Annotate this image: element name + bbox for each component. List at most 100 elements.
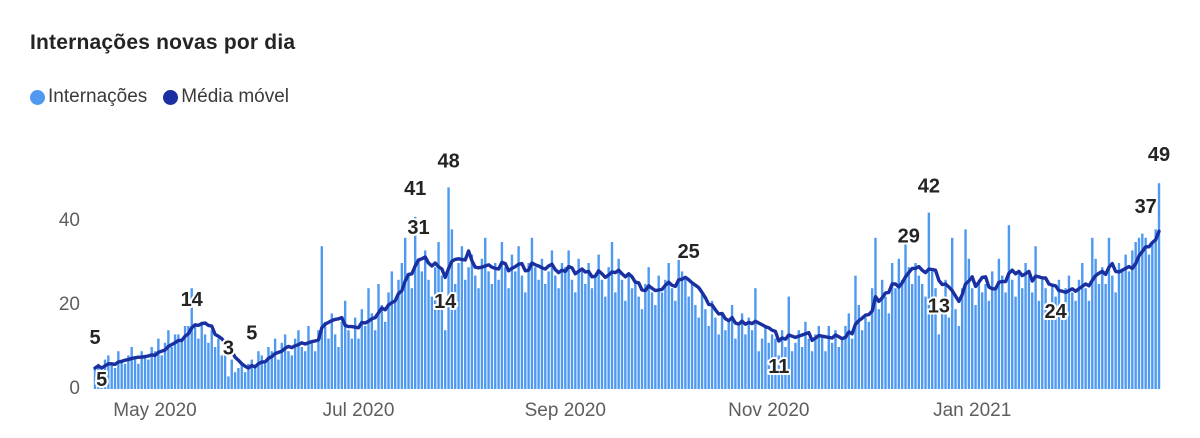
bar[interactable] xyxy=(233,372,237,389)
bar[interactable] xyxy=(830,342,834,389)
bar[interactable] xyxy=(457,263,460,389)
bar[interactable] xyxy=(160,355,163,389)
bar[interactable] xyxy=(1024,263,1027,389)
bar[interactable] xyxy=(747,317,750,389)
bar[interactable] xyxy=(1114,292,1117,389)
bar[interactable] xyxy=(857,305,861,389)
bar[interactable] xyxy=(347,330,350,389)
bar[interactable] xyxy=(303,351,307,389)
bar[interactable] xyxy=(697,317,700,389)
bar[interactable] xyxy=(153,351,157,389)
bar[interactable] xyxy=(817,326,820,389)
bar[interactable] xyxy=(610,242,614,389)
bar[interactable] xyxy=(880,279,884,389)
bar[interactable] xyxy=(1047,305,1051,389)
bar[interactable] xyxy=(130,347,133,389)
bar[interactable] xyxy=(514,271,517,389)
bar[interactable] xyxy=(1031,292,1034,389)
bar[interactable] xyxy=(884,296,887,389)
bar[interactable] xyxy=(267,347,270,389)
bar[interactable] xyxy=(634,279,637,389)
bar[interactable] xyxy=(527,263,530,389)
bar[interactable] xyxy=(1157,183,1161,389)
bar[interactable] xyxy=(1004,292,1007,389)
bar[interactable] xyxy=(994,288,997,389)
bar[interactable] xyxy=(260,355,263,389)
bar[interactable] xyxy=(427,279,430,389)
bar[interactable] xyxy=(507,288,510,389)
bar[interactable] xyxy=(907,267,911,389)
bar[interactable] xyxy=(694,305,697,389)
bar[interactable] xyxy=(180,338,183,389)
bar[interactable] xyxy=(353,317,357,389)
bar[interactable] xyxy=(1034,246,1037,389)
bar[interactable] xyxy=(837,347,840,389)
bar[interactable] xyxy=(263,363,267,389)
bar[interactable] xyxy=(754,288,757,389)
bar[interactable] xyxy=(230,359,233,389)
bar[interactable] xyxy=(730,305,734,389)
bar[interactable] xyxy=(987,300,991,389)
bar[interactable] xyxy=(787,296,790,389)
bar[interactable] xyxy=(157,338,160,389)
bar[interactable] xyxy=(797,330,800,389)
bar[interactable] xyxy=(337,347,340,389)
bar[interactable] xyxy=(967,258,971,389)
bar[interactable] xyxy=(530,237,534,389)
bar[interactable] xyxy=(971,288,974,389)
bar[interactable] xyxy=(1151,242,1154,389)
bar[interactable] xyxy=(567,250,570,389)
bar[interactable] xyxy=(647,267,650,389)
bar[interactable] xyxy=(467,267,470,389)
bar[interactable] xyxy=(1084,288,1087,389)
bar[interactable] xyxy=(1111,275,1114,389)
bar[interactable] xyxy=(140,351,143,389)
bar[interactable] xyxy=(890,263,894,389)
bar[interactable] xyxy=(277,359,280,389)
bar[interactable] xyxy=(764,326,767,389)
bar[interactable] xyxy=(547,271,550,389)
bar[interactable] xyxy=(1074,300,1077,389)
bar[interactable] xyxy=(1154,229,1157,389)
bar[interactable] xyxy=(330,313,334,389)
bar[interactable] xyxy=(107,355,110,389)
bar[interactable] xyxy=(434,267,437,389)
bar[interactable] xyxy=(887,313,891,389)
bar[interactable] xyxy=(223,351,227,389)
bar[interactable] xyxy=(327,338,330,389)
bar[interactable] xyxy=(570,279,574,389)
bar[interactable] xyxy=(424,250,427,389)
bar[interactable] xyxy=(664,279,667,389)
bar[interactable] xyxy=(187,326,190,389)
bar[interactable] xyxy=(484,237,487,389)
bar[interactable] xyxy=(910,284,914,389)
bar[interactable] xyxy=(924,296,927,389)
bar[interactable] xyxy=(1051,284,1054,389)
bar[interactable] xyxy=(163,342,167,389)
bar[interactable] xyxy=(127,355,130,389)
bar[interactable] xyxy=(951,237,954,389)
bar[interactable] xyxy=(360,309,364,389)
bar[interactable] xyxy=(617,258,620,389)
bar[interactable] xyxy=(217,338,220,389)
bar[interactable] xyxy=(637,296,640,389)
bar[interactable] xyxy=(640,309,644,389)
bar[interactable] xyxy=(727,321,730,389)
bar[interactable] xyxy=(834,330,837,389)
bar[interactable] xyxy=(954,309,957,389)
bar[interactable] xyxy=(794,342,797,389)
bar[interactable] xyxy=(744,334,747,389)
bar[interactable] xyxy=(1097,284,1101,389)
bar[interactable] xyxy=(297,330,300,389)
bar[interactable] xyxy=(644,284,647,389)
bar[interactable] xyxy=(517,246,520,389)
bar[interactable] xyxy=(207,342,210,389)
bar[interactable] xyxy=(780,330,784,389)
bar[interactable] xyxy=(554,275,557,389)
bar[interactable] xyxy=(584,284,587,389)
bar[interactable] xyxy=(600,279,604,389)
bar[interactable] xyxy=(627,275,630,389)
bar[interactable] xyxy=(210,330,213,389)
bar[interactable] xyxy=(944,279,947,389)
bar[interactable] xyxy=(937,334,941,389)
